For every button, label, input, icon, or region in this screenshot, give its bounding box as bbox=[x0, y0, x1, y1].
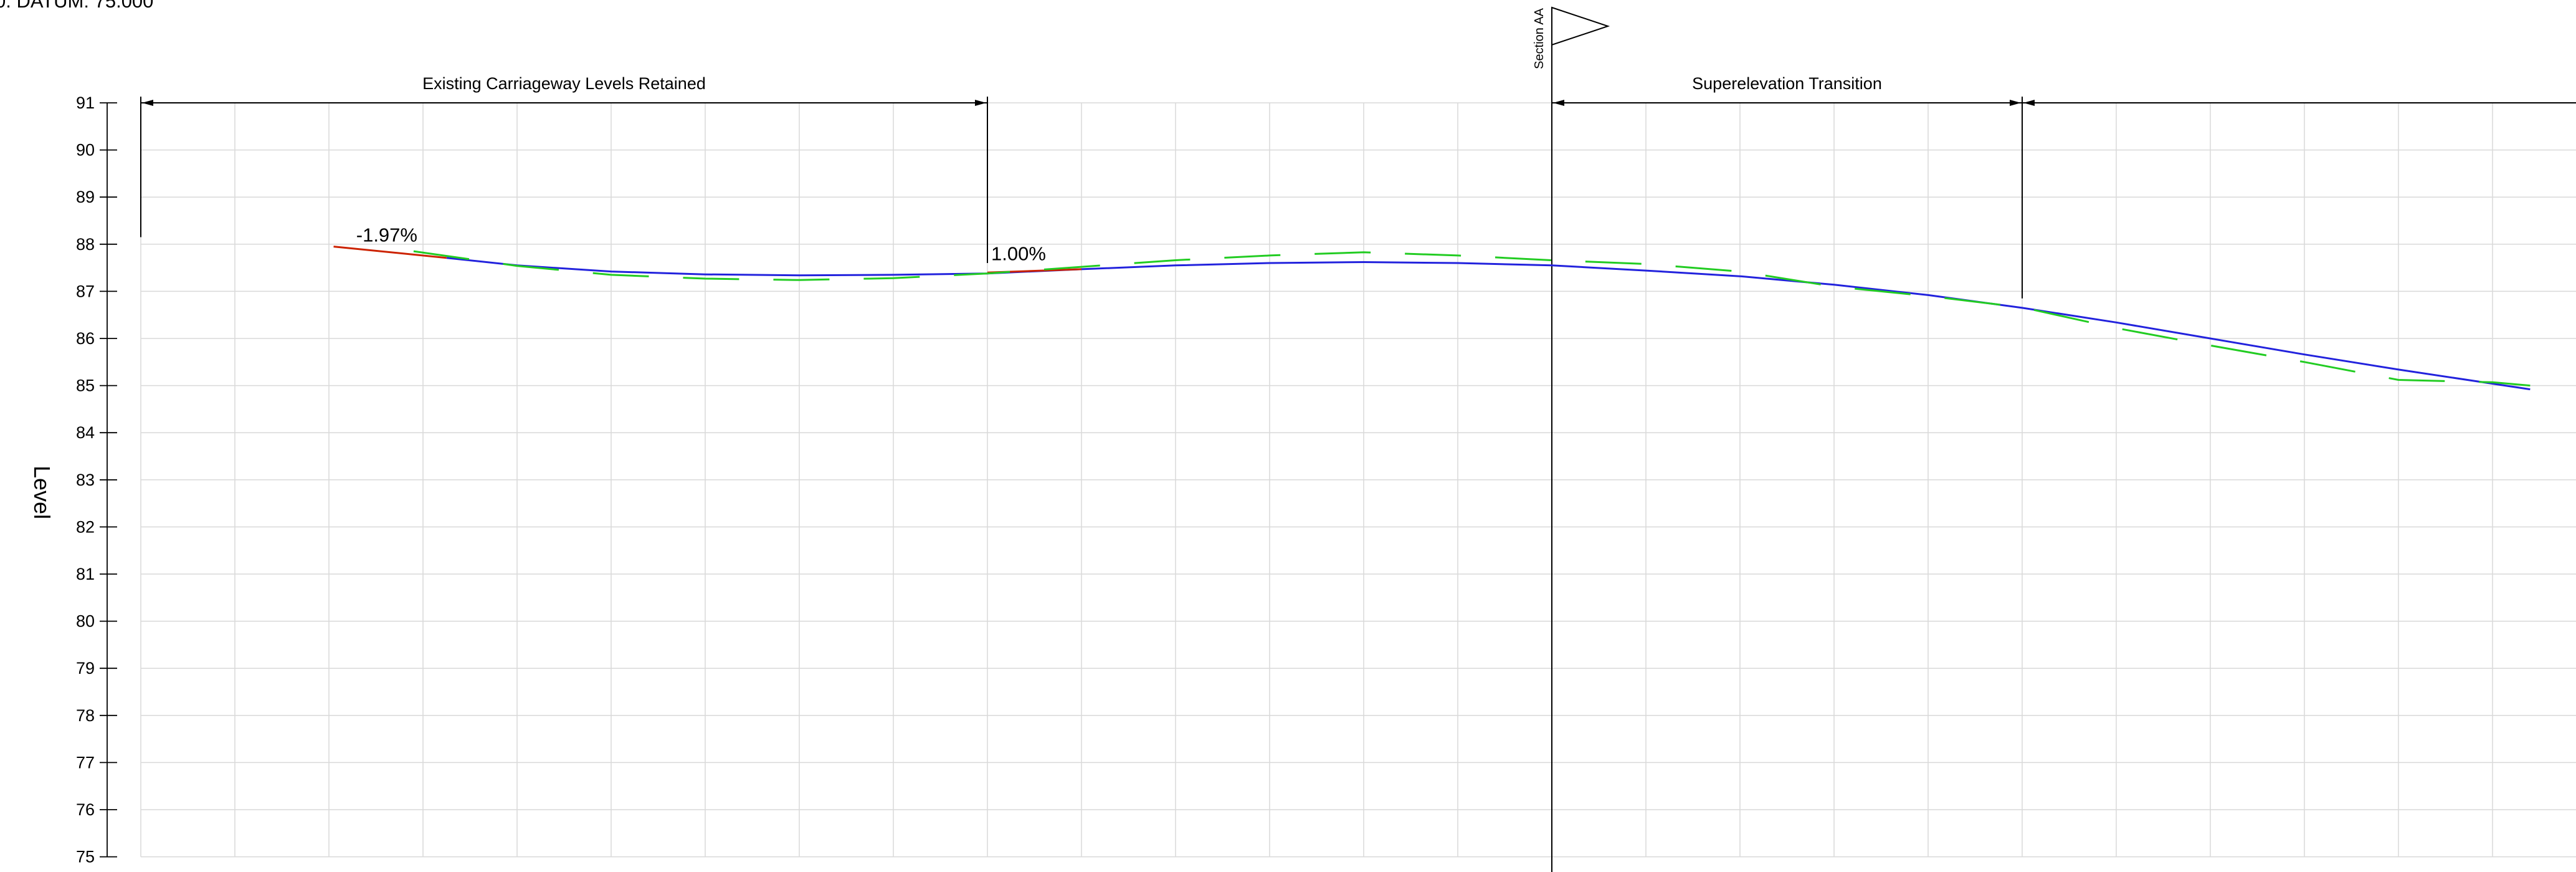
y-tick-label: 86 bbox=[76, 329, 95, 348]
datum-label: 0. DATUM: 75.000 bbox=[0, 0, 153, 12]
y-tick-label: 81 bbox=[76, 565, 95, 583]
extent-label: Superelevation Transition bbox=[1692, 74, 1882, 93]
y-tick-label: 89 bbox=[76, 188, 95, 206]
section-marker: Section AA bbox=[1533, 6, 1610, 872]
y-tick-label: 83 bbox=[76, 471, 95, 489]
y-tick-label: 75 bbox=[76, 848, 95, 866]
dimension-arrow bbox=[1553, 100, 1564, 106]
y-tick-label: 90 bbox=[76, 141, 95, 160]
section-label: Section AA bbox=[1533, 7, 1546, 69]
y-tick-label: 91 bbox=[76, 93, 95, 112]
y-tick-label: 88 bbox=[76, 235, 95, 254]
dimension-arrow bbox=[2023, 100, 2035, 106]
extent-label: Existing Carriageway Levels Retained bbox=[422, 74, 706, 93]
series-line-0 bbox=[446, 257, 2531, 391]
grid bbox=[140, 102, 2576, 858]
y-tick-label: 79 bbox=[76, 659, 95, 678]
y-tick-label: 87 bbox=[76, 282, 95, 300]
y-tick-label: 76 bbox=[76, 800, 95, 819]
grade-annotation: 1.00% bbox=[991, 243, 1046, 265]
y-tick-label: 85 bbox=[76, 376, 95, 395]
y-tick-label: 78 bbox=[76, 706, 95, 725]
y-tick-label: 82 bbox=[76, 517, 95, 536]
y-tick-label: 77 bbox=[76, 753, 95, 772]
series-line-3 bbox=[413, 250, 2531, 387]
series-line-1 bbox=[333, 246, 447, 259]
dimension-arrow bbox=[2010, 100, 2021, 106]
grade-annotations: -1.97% 1.00% bbox=[356, 224, 1046, 264]
extent-dimensions: Existing Carriageway Levels Retained Supe… bbox=[140, 74, 2576, 299]
y-axis-label: Level bbox=[29, 466, 55, 519]
grade-annotation: -1.97% bbox=[356, 224, 417, 246]
y-axis: 91 90 89 88 87 86 85 84 83 82 81 80 79 78 77 76 75 bbox=[76, 93, 117, 866]
dimension-arrow bbox=[975, 100, 986, 106]
series-group bbox=[333, 246, 2531, 391]
y-tick-label: 84 bbox=[76, 423, 95, 442]
dimension-arrow bbox=[142, 100, 153, 106]
section-flag bbox=[1551, 6, 1610, 46]
y-tick-label: 80 bbox=[76, 612, 95, 631]
